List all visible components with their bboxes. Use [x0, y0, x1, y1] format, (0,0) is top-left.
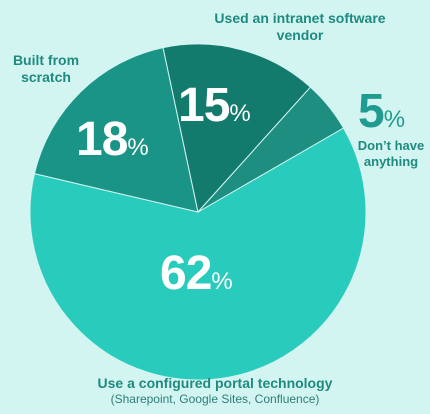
value-intranet-vendor-pct: % [229, 100, 251, 127]
value-configured-portal-pct: % [211, 268, 233, 295]
value-intranet-vendor: 15% [178, 78, 251, 133]
value-dont-have-anything-pct: % [383, 106, 406, 133]
value-built-from-scratch-pct: % [127, 134, 149, 161]
label-intranet-vendor: Used an intranet software vendor [214, 10, 386, 43]
label-configured-portal: Use a configured portal technology (Shar… [30, 375, 400, 406]
value-built-from-scratch-num: 18 [76, 113, 128, 166]
label-dont-have-anything: Don’t have anything [357, 138, 425, 169]
value-dont-have-anything: 5% [358, 84, 405, 139]
slice-dont-have-anything [197, 86, 345, 213]
label-built-from-scratch: Built from scratch [12, 52, 80, 85]
label-configured-portal-title: Use a configured portal technology [97, 375, 333, 391]
value-configured-portal: 62% [160, 246, 233, 301]
value-dont-have-anything-num: 5 [358, 85, 385, 138]
slice-intranet-vendor [162, 43, 312, 214]
value-configured-portal-num: 62 [160, 247, 212, 300]
value-built-from-scratch: 18% [76, 112, 149, 167]
slice-configured-portal [29, 127, 367, 381]
slice-built-from-scratch [33, 47, 199, 213]
label-configured-portal-sub: (Sharepoint, Google Sites, Confluence) [110, 391, 320, 406]
value-intranet-vendor-num: 15 [178, 79, 230, 132]
